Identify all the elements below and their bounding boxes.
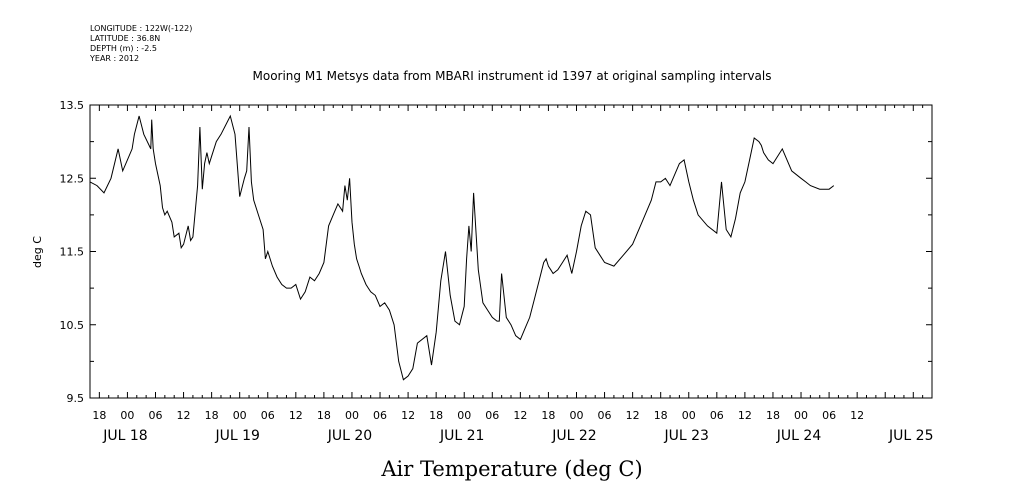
- x-tick-label: 06: [485, 409, 499, 422]
- y-tick-labels: 9.5 10.5 11.5 12.5 13.5: [60, 99, 85, 405]
- y-tick-label: 10.5: [60, 319, 85, 332]
- y-tick-label: 9.5: [67, 392, 85, 405]
- x-tick-label: 00: [345, 409, 359, 422]
- x-tick-label: 06: [710, 409, 724, 422]
- x-tick-label: 18: [541, 409, 555, 422]
- x-tick-label: 12: [401, 409, 415, 422]
- axis-ticks: [89, 104, 933, 399]
- x-tick-label: 06: [598, 409, 612, 422]
- meta-year: YEAR : 2012: [89, 54, 139, 63]
- x-day-label: JUL 23: [664, 428, 709, 444]
- x-day-labels: JUL 18 JUL 19 JUL 20 JUL 21 JUL 22 JUL 23 JUL …: [102, 428, 933, 444]
- x-tick-label: 12: [289, 409, 303, 422]
- meta-latitude: LATITUDE : 36.8N: [90, 34, 160, 43]
- x-tick-label: 12: [738, 409, 752, 422]
- x-tick-label: 06: [373, 409, 387, 422]
- x-day-label: JUL 25: [888, 428, 933, 444]
- x-day-label: JUL 20: [327, 428, 372, 444]
- x-day-label: JUL 22: [551, 428, 596, 444]
- x-tick-label: 18: [654, 409, 668, 422]
- x-tick-label: 00: [233, 409, 247, 422]
- x-tick-label: 00: [794, 409, 808, 422]
- series-line: [89, 114, 835, 381]
- x-tick-label: 06: [822, 409, 836, 422]
- x-tick-label: 18: [429, 409, 443, 422]
- x-day-label: JUL 19: [214, 428, 259, 444]
- chart-title: Mooring M1 Metsys data from MBARI instru…: [253, 69, 772, 83]
- x-tick-label: 18: [92, 409, 106, 422]
- x-tick-label: 06: [148, 409, 162, 422]
- x-tick-label: 18: [317, 409, 331, 422]
- plot-frame: [89, 104, 933, 399]
- x-tick-label: 12: [513, 409, 527, 422]
- x-tick-label: 12: [850, 409, 864, 422]
- meta-longitude: LONGITUDE : 122W(-122): [90, 24, 192, 33]
- meta-depth: DEPTH (m) : -2.5: [90, 44, 157, 53]
- x-tick-labels: 18 00 06 12 18 00 06 12 18 00 06 12 18 00 06 12 18 00 06 12…: [92, 409, 864, 422]
- metadata-block: LONGITUDE : 122W(-122) LATITUDE : 36.8N …: [89, 24, 192, 63]
- x-tick-label: 00: [457, 409, 471, 422]
- x-tick-label: 06: [261, 409, 275, 422]
- y-tick-label: 11.5: [60, 246, 85, 259]
- x-day-label: JUL 18: [102, 428, 147, 444]
- x-tick-label: 18: [766, 409, 780, 422]
- y-axis-label: deg C: [31, 236, 44, 268]
- x-tick-label: 00: [120, 409, 134, 422]
- y-tick-label: 13.5: [60, 99, 85, 112]
- x-tick-label: 18: [205, 409, 219, 422]
- x-tick-label: 00: [682, 409, 696, 422]
- x-tick-label: 12: [177, 409, 191, 422]
- x-tick-label: 00: [569, 409, 583, 422]
- y-tick-label: 12.5: [60, 172, 85, 185]
- x-day-label: JUL 24: [776, 428, 822, 444]
- x-day-label: JUL 21: [439, 428, 484, 444]
- x-tick-label: 12: [626, 409, 640, 422]
- x-axis-label: Air Temperature (deg C): [380, 457, 642, 481]
